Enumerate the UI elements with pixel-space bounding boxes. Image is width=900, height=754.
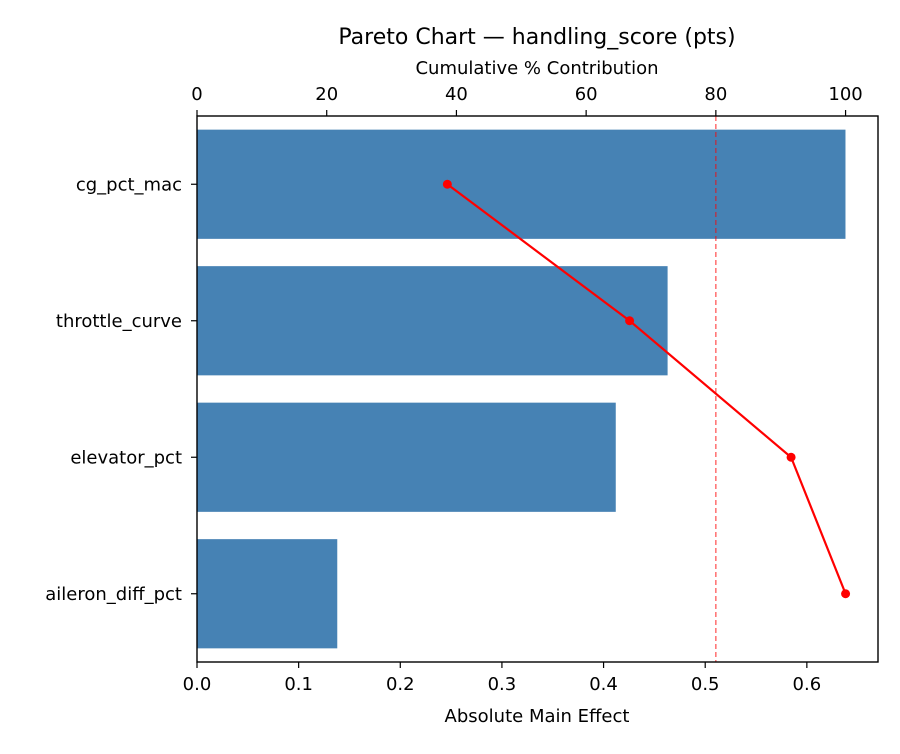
bottom-axis-label: Absolute Main Effect — [445, 706, 630, 727]
bar — [197, 266, 668, 376]
x2-tick-label: 40 — [445, 84, 468, 105]
x-tick-label: 0.5 — [691, 674, 720, 695]
y-tick-label: elevator_pct — [70, 447, 182, 468]
plot-frame — [196, 115, 879, 663]
y-tick-label: throttle_curve — [56, 311, 182, 332]
x2-tick-label: 60 — [575, 84, 598, 105]
x-tick-label: 0.1 — [284, 674, 313, 695]
cumulative-point — [625, 316, 635, 326]
cumulative-point — [442, 179, 452, 189]
cumulative-point — [841, 589, 851, 599]
bar — [197, 402, 616, 512]
x2-tick-label: 80 — [704, 84, 727, 105]
cumulative-point — [786, 452, 796, 462]
x-tick-label: 0.6 — [793, 674, 822, 695]
top-axis-label: Cumulative % Contribution — [415, 58, 658, 79]
plot-area: cg_pct_mac throttle_curve elevator_pctaile… — [45, 84, 879, 695]
chart-title: Pareto Chart — handling_score (pts) — [338, 25, 735, 50]
y-tick-label: aileron_diff_pct — [45, 584, 182, 605]
x-tick-label: 0.2 — [386, 674, 415, 695]
bar — [197, 129, 846, 239]
x2-tick-label: 0 — [191, 84, 202, 105]
y-tick-label: cg_pct_mac — [76, 174, 182, 195]
x-tick-label: 0.3 — [488, 674, 517, 695]
x2-tick-label: 20 — [315, 84, 338, 105]
cumulative-line — [446, 183, 847, 595]
bar — [197, 539, 338, 649]
x-tick-label: 0.4 — [589, 674, 618, 695]
x2-tick-label: 100 — [828, 84, 862, 105]
x-tick-label: 0.0 — [183, 674, 212, 695]
